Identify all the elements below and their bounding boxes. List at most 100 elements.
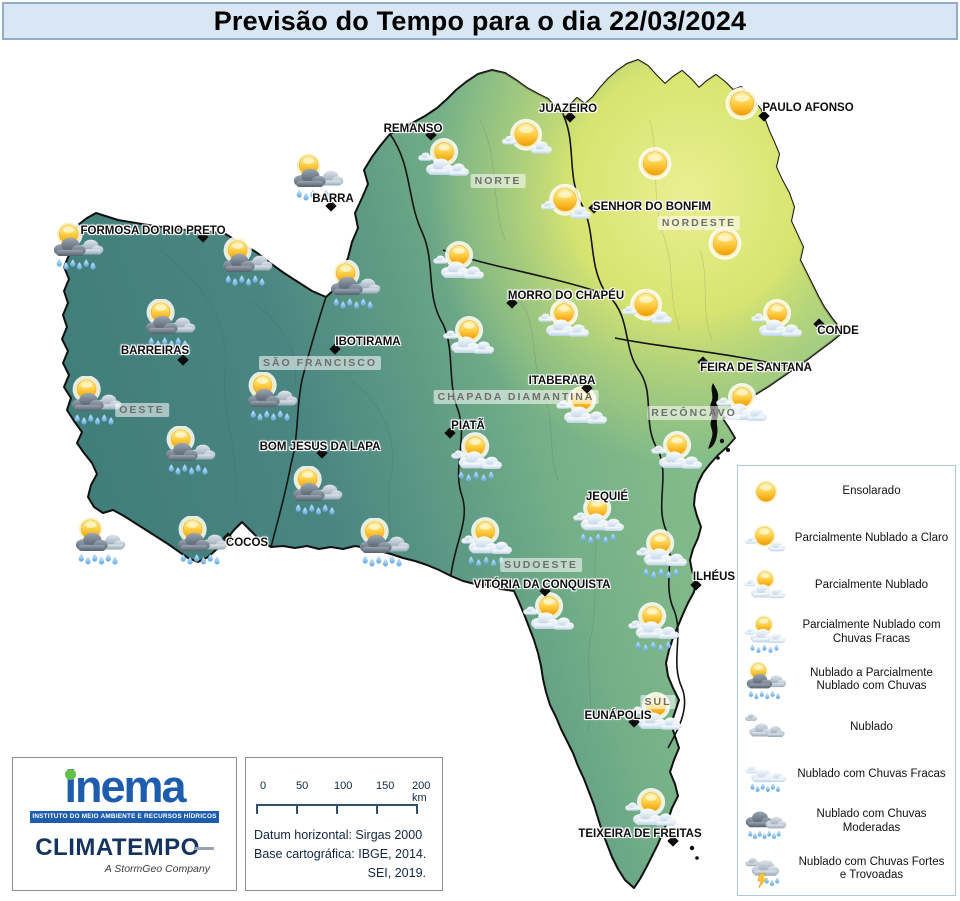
city-label-piatã: PIATÃ — [451, 420, 485, 432]
datum-line-2: Base cartográfica: IBGE, 2014. — [254, 846, 427, 861]
city-label-vitória-da-conquista: VITÓRIA DA CONQUISTA — [473, 579, 611, 591]
city-label-barra: BARRA — [312, 193, 354, 205]
legend-item: Nublado com Chuvas Fracas — [738, 751, 955, 798]
legend-item: Nublado com Chuvas Fortes e Trovoadas — [738, 846, 955, 893]
city-label-conde: CONDE — [817, 325, 859, 337]
legend-item-label: Ensolarado — [842, 484, 901, 497]
legend-item-label: Nublado com Chuvas Fracas — [797, 768, 946, 781]
legend-icon-dark-rain-sun — [738, 660, 794, 700]
legend-item-label: Parcialmente Nublado com Chuvas Fracas — [802, 619, 941, 646]
inema-tagline: INSTITUTO DO MEIO AMBIENTE E RECURSOS HÍ… — [30, 811, 219, 823]
city-label-senhor-do-bonfim: SENHOR DO BONFIM — [592, 201, 712, 213]
inema-logo-dot-icon — [65, 769, 76, 780]
weather-icon-partly — [520, 590, 580, 639]
weather-icon-partly — [415, 136, 475, 185]
city-label-jequié: JEQUIÉ — [585, 491, 629, 503]
city-label-paulo-afonso: PAULO AFONSO — [762, 102, 854, 114]
stormgeo-tagline: A StormGeo Company — [104, 863, 210, 875]
weather-icon-dark-rain-sun — [354, 517, 414, 567]
scale-tick-0: 0 — [260, 780, 267, 792]
weather-icon-partly — [430, 239, 490, 288]
weather-icon-dark-rain-sun — [66, 375, 126, 425]
city-label-bom-jesus-da-lapa: BOM JESUS DA LAPA — [259, 441, 381, 453]
weather-icon-dark-rain-sun — [172, 515, 232, 565]
weather-icon-sun-cloud — [537, 179, 597, 228]
legend-item-label: Nublado com Chuvas Moderadas — [816, 808, 927, 835]
city-label-barreiras: BARREIRAS — [120, 345, 190, 357]
legend-item: Nublado a Parcialmente Nublado com Chuva… — [738, 657, 955, 704]
legend-item: Parcialmente Nublado com Chuvas Fracas — [738, 610, 955, 657]
weather-icon-dark-rain-sun — [287, 465, 347, 515]
weather-icon-sun-cloud — [618, 284, 678, 333]
legend-item: Parcialmente Nublado a Claro — [738, 515, 955, 562]
legend-item: Nublado com Chuvas Moderadas — [738, 799, 955, 846]
city-label-cocos: COCOS — [225, 537, 269, 549]
weather-icon-dark-rain-sun — [217, 236, 277, 286]
datum-line-1: Datum horizontal: Sirgas 2000 — [254, 828, 423, 842]
legend-item: Parcialmente Nublado — [738, 562, 955, 609]
weather-icon-sun-cloud — [498, 114, 558, 163]
scale-box: 0 50 100 150 200 km Datum horizontal: Si… — [245, 757, 443, 891]
weather-icon-partly-rain — [448, 432, 508, 482]
city-label-teixeira-de-freitas: TEIXEIRA DE FREITAS — [578, 828, 702, 840]
region-label-oeste: OESTE — [115, 403, 169, 417]
datum-text: Datum horizontal: Sirgas 2000 Base carto… — [254, 826, 436, 882]
region-label-recôncavo: RECÔNCAVO — [647, 406, 741, 420]
legend-item: Nublado — [738, 704, 955, 751]
region-label-são-francisco: SÃO FRANCISCO — [258, 356, 382, 370]
legend-item: Ensolarado — [738, 468, 955, 515]
scale-tick-labels: 0 50 100 150 200 km — [254, 780, 436, 804]
weather-icon-dark-rain-sun — [160, 425, 220, 475]
legend-icon-partly — [738, 566, 794, 606]
datum-line-3: SEI, 2019. — [367, 865, 426, 880]
city-label-ibotirama: IBOTIRAMA — [335, 336, 401, 348]
region-label-nordeste: NORDESTE — [657, 216, 741, 230]
city-label-formosa-do-rio-preto: FORMOSA DO RIO PRETO — [80, 225, 226, 237]
weather-icon-partly — [748, 297, 808, 346]
city-label-remanso: REMANSO — [383, 123, 443, 135]
title-bar: Previsão do Tempo para o dia 22/03/2024 — [2, 2, 958, 40]
city-label-itaberaba: ITABERABA — [528, 375, 596, 387]
legend-icon-cloud-rain — [738, 755, 794, 795]
legend-panel: Ensolarado Parcialmente Nublado a Claro Pa… — [737, 465, 956, 896]
region-label-norte: NORTE — [470, 174, 526, 188]
weather-icon-dark-rain-sun — [242, 371, 302, 421]
scale-tick-200: 200 km — [412, 780, 431, 804]
legend-item-label: Nublado com Chuvas Fortes e Trovoadas — [798, 855, 945, 882]
weather-icon-sun — [625, 139, 685, 188]
scale-bar — [256, 804, 418, 814]
scale-tick-150: 150 — [376, 780, 395, 792]
region-label-chapada-diamantina: CHAPADA DIAMANTINA — [433, 390, 599, 404]
weather-icon-partly — [535, 297, 595, 346]
legend-icon-cloudy — [738, 708, 794, 748]
weather-icon-partly — [648, 429, 708, 478]
climatempo-wordmark: CLIMATEMPO — [35, 834, 200, 861]
weather-icon-dark-rain-sun — [140, 298, 200, 348]
legend-item-label: Nublado — [850, 720, 893, 733]
legend-icon-dark-rain — [738, 802, 794, 842]
page-title: Previsão do Tempo para o dia 22/03/2024 — [213, 5, 747, 36]
city-label-feira-de-santana: FEIRA DE SANTANA — [700, 362, 812, 374]
city-label-ilhéus: ILHÉUS — [692, 571, 736, 583]
scale-tick-100: 100 — [334, 780, 353, 792]
legend-icon-partly-rain — [738, 613, 794, 654]
inema-logo: inema — [64, 761, 186, 812]
legend-icon-sun-cloud — [738, 519, 794, 559]
region-label-sudoeste: SUDOESTE — [500, 558, 582, 572]
scale-tick-50: 50 — [296, 780, 309, 792]
legend-icon-storm — [738, 849, 794, 889]
region-borders — [270, 113, 807, 749]
legend-item-label: Nublado a Parcialmente Nublado com Chuva… — [810, 666, 933, 693]
weather-icon-partly-rain — [633, 529, 693, 579]
weather-icon-partly-rain — [625, 602, 685, 652]
city-label-juazeiro: JUAZEIRO — [538, 103, 598, 115]
credits-box: inema INSTITUTO DO MEIO AMBIENTE E RECUR… — [12, 757, 237, 891]
legend-item-label: Parcialmente Nublado — [814, 579, 929, 592]
weather-icon-dark-rain-sun — [325, 259, 385, 309]
legend-icon-sun — [738, 472, 794, 512]
legend-item-label: Parcialmente Nublado a Claro — [794, 531, 949, 544]
region-label-sul: SUL — [640, 695, 676, 709]
climatempo-dash-icon — [193, 847, 214, 851]
city-label-eunápolis: EUNÁPOLIS — [584, 710, 652, 722]
